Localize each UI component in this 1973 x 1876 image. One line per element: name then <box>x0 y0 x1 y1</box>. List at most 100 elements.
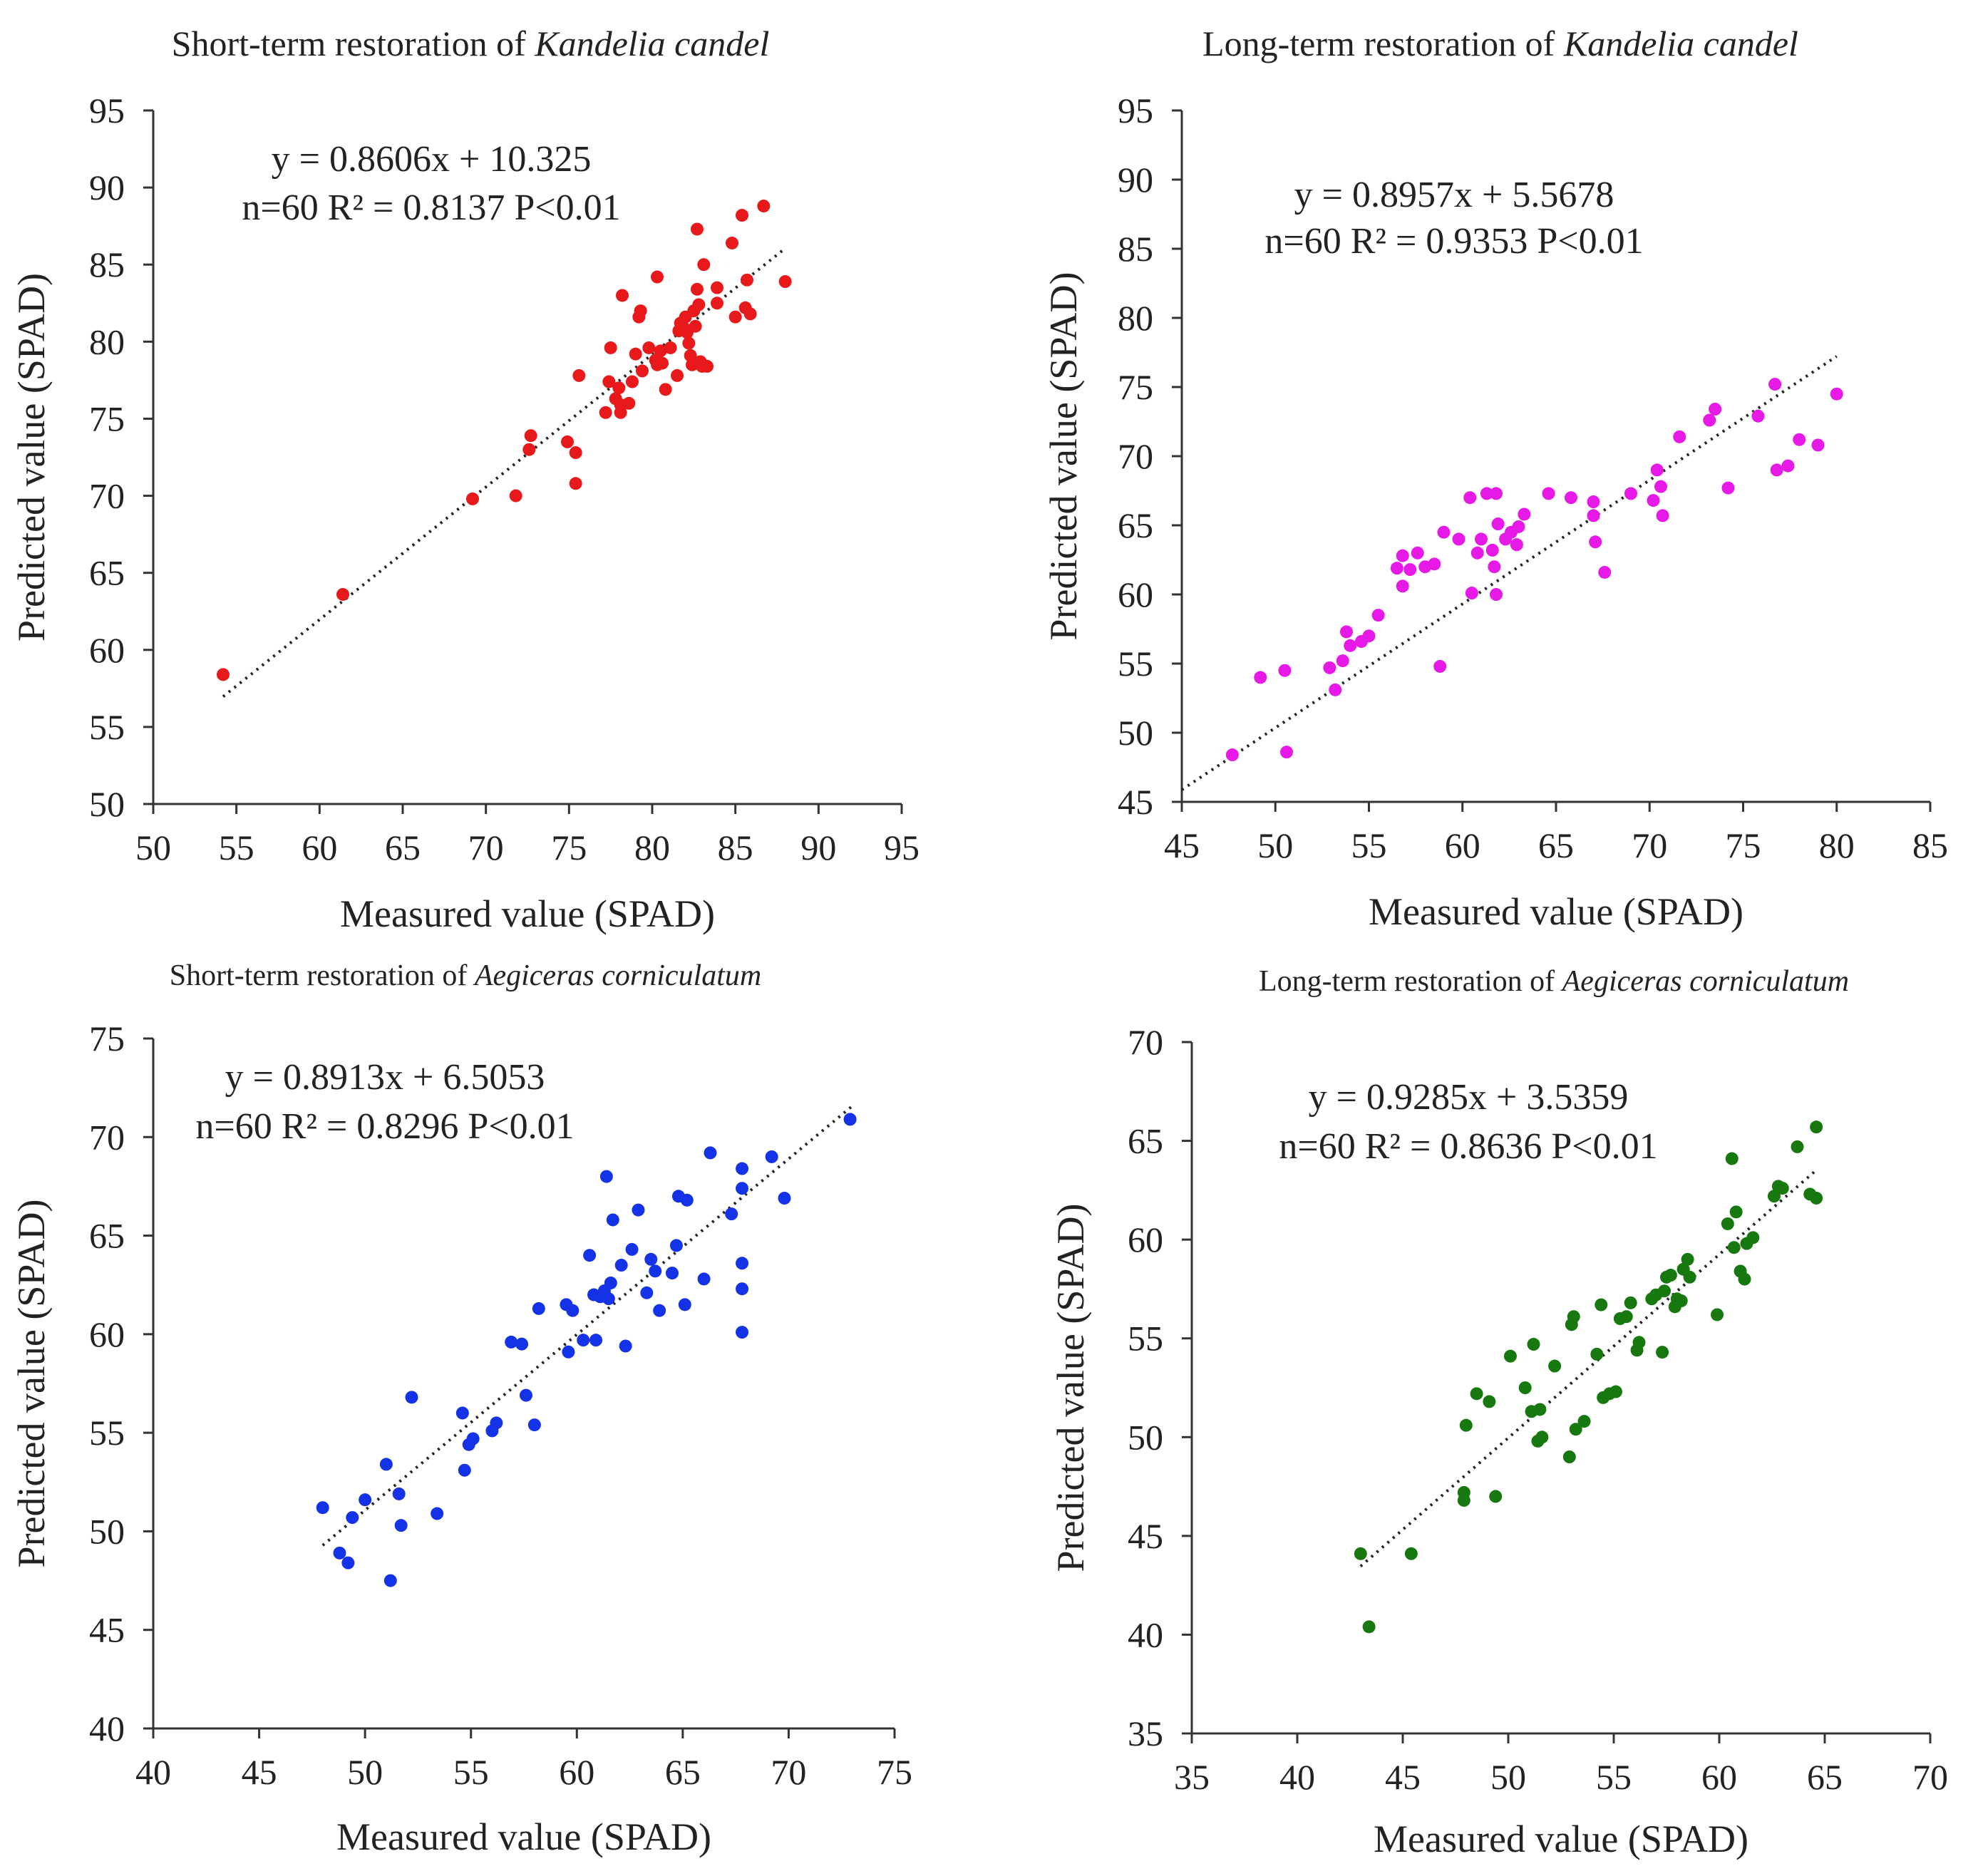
panel-long-term-aegiceras: Long-term restoration of Aegiceras corni… <box>1049 965 1948 1860</box>
data-point <box>736 1162 749 1175</box>
data-point <box>629 347 642 361</box>
x-tick-label: 65 <box>665 1752 701 1792</box>
data-point <box>1225 748 1239 762</box>
data-point <box>636 364 649 378</box>
x-tick-label: 55 <box>453 1752 489 1792</box>
data-point <box>843 1113 857 1126</box>
x-tick-label: 85 <box>718 828 753 867</box>
x-tick-label: 70 <box>771 1752 806 1792</box>
data-point <box>692 298 706 311</box>
x-tick-label: 50 <box>347 1752 383 1792</box>
data-point <box>392 1487 406 1500</box>
data-point <box>1654 480 1667 493</box>
data-point <box>1503 1349 1517 1363</box>
data-point <box>1490 588 1503 601</box>
data-point <box>680 1193 694 1207</box>
data-point <box>1470 1387 1483 1401</box>
y-tick-label: 45 <box>1128 1516 1163 1556</box>
x-tick-label: 60 <box>559 1752 594 1792</box>
data-point <box>1751 409 1765 423</box>
data-point <box>1354 1547 1367 1560</box>
data-point <box>519 1388 532 1402</box>
data-point <box>1711 1308 1724 1321</box>
data-point <box>1810 1120 1823 1134</box>
x-tick-label: 45 <box>1164 825 1200 865</box>
y-tick-label: 95 <box>1118 91 1153 130</box>
data-point <box>778 275 792 289</box>
data-point <box>1329 683 1342 696</box>
y-tick-label: 90 <box>89 168 125 207</box>
data-point <box>649 1264 662 1278</box>
y-tick-label: 35 <box>1128 1713 1163 1753</box>
data-point <box>1527 1338 1540 1351</box>
data-point <box>1562 1450 1576 1463</box>
data-point <box>1565 491 1577 505</box>
data-point <box>1587 495 1600 509</box>
data-point <box>346 1511 359 1525</box>
data-point <box>1589 535 1602 549</box>
y-tick-label: 65 <box>1128 1121 1163 1161</box>
data-point <box>405 1391 418 1404</box>
data-point <box>217 668 230 681</box>
x-tick-label: 95 <box>884 828 919 867</box>
data-point <box>1767 1190 1781 1203</box>
data-point <box>1280 746 1293 759</box>
data-point <box>1681 1252 1694 1266</box>
data-point <box>1656 1346 1669 1359</box>
x-axis-label: Measured value (SPAD) <box>340 892 715 935</box>
data-point <box>757 200 771 213</box>
x-tick-label: 70 <box>468 828 504 867</box>
chart-title: Long-term restoration of Kandelia candel <box>1202 24 1798 63</box>
y-tick-label: 40 <box>1128 1614 1163 1654</box>
panel-long-term-kandelia: Long-term restoration of Kandelia candel… <box>1042 24 1948 933</box>
x-tick-label: 40 <box>1279 1757 1315 1797</box>
data-point <box>701 359 714 373</box>
data-point <box>711 281 723 294</box>
data-point <box>691 282 704 296</box>
data-point <box>1595 1298 1608 1311</box>
data-point <box>1703 413 1716 427</box>
data-point <box>689 319 702 333</box>
data-point <box>490 1416 503 1430</box>
data-point <box>569 477 582 490</box>
data-point <box>1721 1217 1734 1230</box>
panel-short-term-aegiceras: Short-term restoration of Aegiceras corn… <box>10 959 912 1858</box>
data-point <box>1411 546 1424 560</box>
data-point <box>1770 463 1783 477</box>
data-point <box>651 270 664 284</box>
data-point <box>1683 1270 1696 1284</box>
data-point <box>1470 546 1484 560</box>
data-point <box>1488 560 1501 574</box>
data-point <box>616 289 629 302</box>
data-point <box>589 1334 603 1347</box>
data-point <box>466 1432 480 1445</box>
data-point <box>1619 1310 1633 1324</box>
regression-stats: n=60 R² = 0.8296 P<0.01 <box>195 1106 574 1147</box>
data-point <box>1569 1423 1582 1436</box>
data-point <box>359 1493 372 1507</box>
data-point <box>682 336 696 350</box>
data-point <box>1323 661 1336 674</box>
data-point <box>1674 1294 1688 1308</box>
data-point <box>1587 509 1600 522</box>
data-point <box>333 1546 346 1560</box>
data-point <box>1278 664 1292 677</box>
data-point <box>1336 654 1349 668</box>
data-point <box>1768 378 1782 391</box>
data-point <box>1791 1140 1804 1153</box>
data-point <box>1624 487 1637 500</box>
x-tick-label: 85 <box>1912 825 1948 865</box>
chart-title-species: Aegiceras corniculatum <box>1560 965 1849 998</box>
data-point <box>711 297 723 310</box>
y-tick-label: 80 <box>1118 298 1153 338</box>
data-point <box>743 307 757 321</box>
data-point <box>666 1267 679 1280</box>
data-point <box>1463 491 1477 505</box>
data-point <box>604 341 617 354</box>
x-tick-label: 35 <box>1174 1757 1210 1797</box>
data-point <box>1465 587 1478 600</box>
chart-title-prefix: Long-term restoration of <box>1202 24 1564 63</box>
data-point <box>1609 1385 1622 1398</box>
data-point <box>577 1334 590 1347</box>
data-point <box>524 429 537 443</box>
